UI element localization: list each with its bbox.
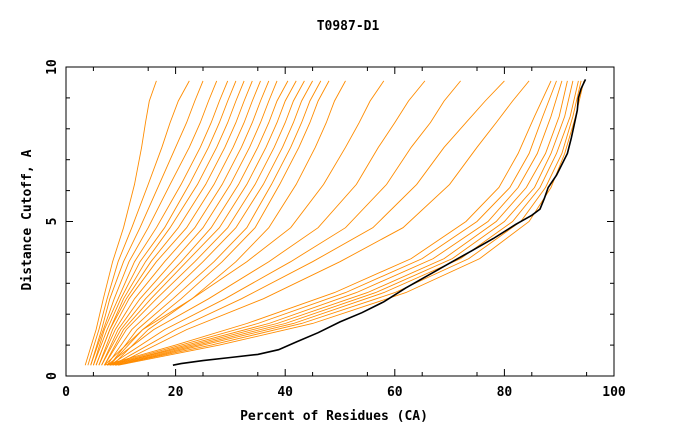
series-line-model-10 (98, 80, 270, 366)
series-line-model-21 (109, 80, 461, 366)
chart-title: T0987-D1 (317, 19, 380, 34)
series-line-model-19 (104, 80, 385, 366)
highlight-line (172, 79, 587, 366)
axis-ticks (65, 66, 615, 377)
series-line-model-01 (84, 80, 157, 366)
x-tick-label: 20 (168, 385, 184, 400)
x-axis-label: Percent of Residues (CA) (240, 409, 428, 424)
series-line-model-04 (90, 80, 218, 366)
series-line-model-08 (95, 80, 253, 366)
series-line-model-15 (106, 80, 313, 366)
model-lines (84, 80, 585, 366)
series-line-model-03 (90, 80, 204, 366)
y-tick-label: 0 (45, 372, 60, 380)
x-tick-label: 80 (497, 385, 513, 400)
series-line-model-31 (118, 80, 585, 366)
series-line-model-09 (98, 80, 261, 366)
series-line-best-model (172, 79, 587, 366)
series-line-model-07 (95, 80, 245, 366)
y-axis-label: Distance Cutoff, A (20, 149, 35, 290)
y-tick-label: 10 (45, 59, 60, 75)
series-line-model-28 (112, 80, 574, 366)
series-line-model-05 (92, 80, 229, 366)
series-line-model-23 (115, 80, 530, 366)
series-line-model-18 (112, 80, 346, 366)
x-tick-label: 100 (602, 385, 626, 400)
series-line-model-30 (115, 80, 582, 366)
series-line-model-25 (106, 80, 557, 366)
series-line-model-11 (101, 80, 278, 366)
series-line-model-20 (106, 80, 426, 366)
series-line-model-12 (101, 80, 289, 366)
series-line-model-27 (109, 80, 568, 366)
series-line-model-24 (104, 80, 552, 366)
series-line-model-14 (104, 80, 305, 366)
y-tick-label: 5 (45, 218, 60, 226)
series-line-model-26 (109, 80, 563, 366)
series-line-model-17 (109, 80, 330, 366)
x-tick-label: 0 (62, 385, 70, 400)
x-tick-label: 60 (387, 385, 403, 400)
series-line-model-16 (109, 80, 322, 366)
series-line-model-29 (115, 80, 579, 366)
series-line-model-02 (87, 80, 190, 366)
axis-tick-labels: 0 20 40 60 80 100 0 5 10 (45, 59, 626, 400)
series-line-model-22 (112, 80, 505, 366)
series-line-model-13 (104, 80, 297, 366)
series-line-model-06 (92, 80, 237, 366)
x-tick-label: 40 (277, 385, 293, 400)
